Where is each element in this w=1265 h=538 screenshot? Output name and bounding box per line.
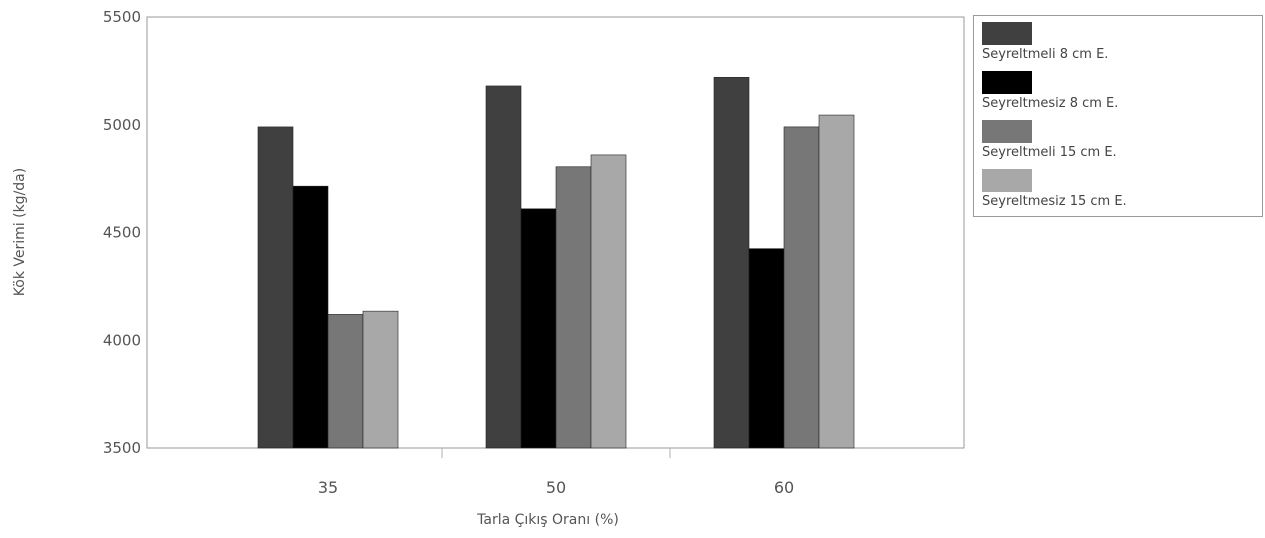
bar	[292, 185, 329, 449]
legend-swatch	[982, 120, 1032, 143]
bar	[520, 208, 557, 449]
legend-item: Seyreltmesiz 15 cm E.	[982, 169, 1127, 209]
bar	[713, 77, 750, 449]
legend-item: Seyreltmeli 8 cm E.	[982, 22, 1108, 62]
y-axis: 5500 5000 4500 4000 3500	[103, 8, 141, 457]
legend-swatch	[982, 169, 1032, 192]
x-tick-label: 60	[774, 478, 794, 497]
bar	[327, 314, 364, 449]
legend-swatch	[982, 71, 1032, 94]
bars-group	[257, 77, 855, 449]
legend-swatch	[982, 22, 1032, 45]
bar	[818, 114, 855, 449]
bar	[748, 248, 785, 449]
bar	[257, 126, 294, 449]
bar	[362, 310, 399, 449]
y-tick-label: 4000	[103, 331, 141, 349]
bar	[590, 154, 627, 449]
bar	[555, 166, 592, 449]
x-axis-label: Tarla Çıkış Oranı (%)	[476, 512, 619, 528]
legend-label: Seyreltmeli 15 cm E.	[982, 145, 1117, 160]
x-tick-label: 35	[318, 478, 338, 497]
legend-label: Seyreltmeli 8 cm E.	[982, 47, 1109, 62]
y-tick-label: 5500	[103, 8, 141, 26]
y-axis-label: Kök Verimi (kg/da)	[12, 168, 28, 296]
legend-label: Seyreltmesiz 8 cm E.	[982, 96, 1119, 111]
y-tick-label: 4500	[103, 224, 141, 242]
x-tick-label: 50	[546, 478, 566, 497]
y-tick-label: 5000	[103, 116, 141, 134]
legend-item: Seyreltmeli 15 cm E.	[982, 120, 1117, 160]
bar	[485, 85, 522, 449]
x-axis: 35 50 60	[318, 448, 794, 497]
bar	[783, 126, 820, 449]
legend-item: Seyreltmesiz 8 cm E.	[982, 71, 1118, 111]
y-tick-label: 3500	[103, 439, 141, 457]
legend-label: Seyreltmesiz 15 cm E.	[982, 194, 1127, 209]
legend: Seyreltmeli 8 cm E. Seyreltmesiz 8 cm E.…	[973, 15, 1263, 217]
